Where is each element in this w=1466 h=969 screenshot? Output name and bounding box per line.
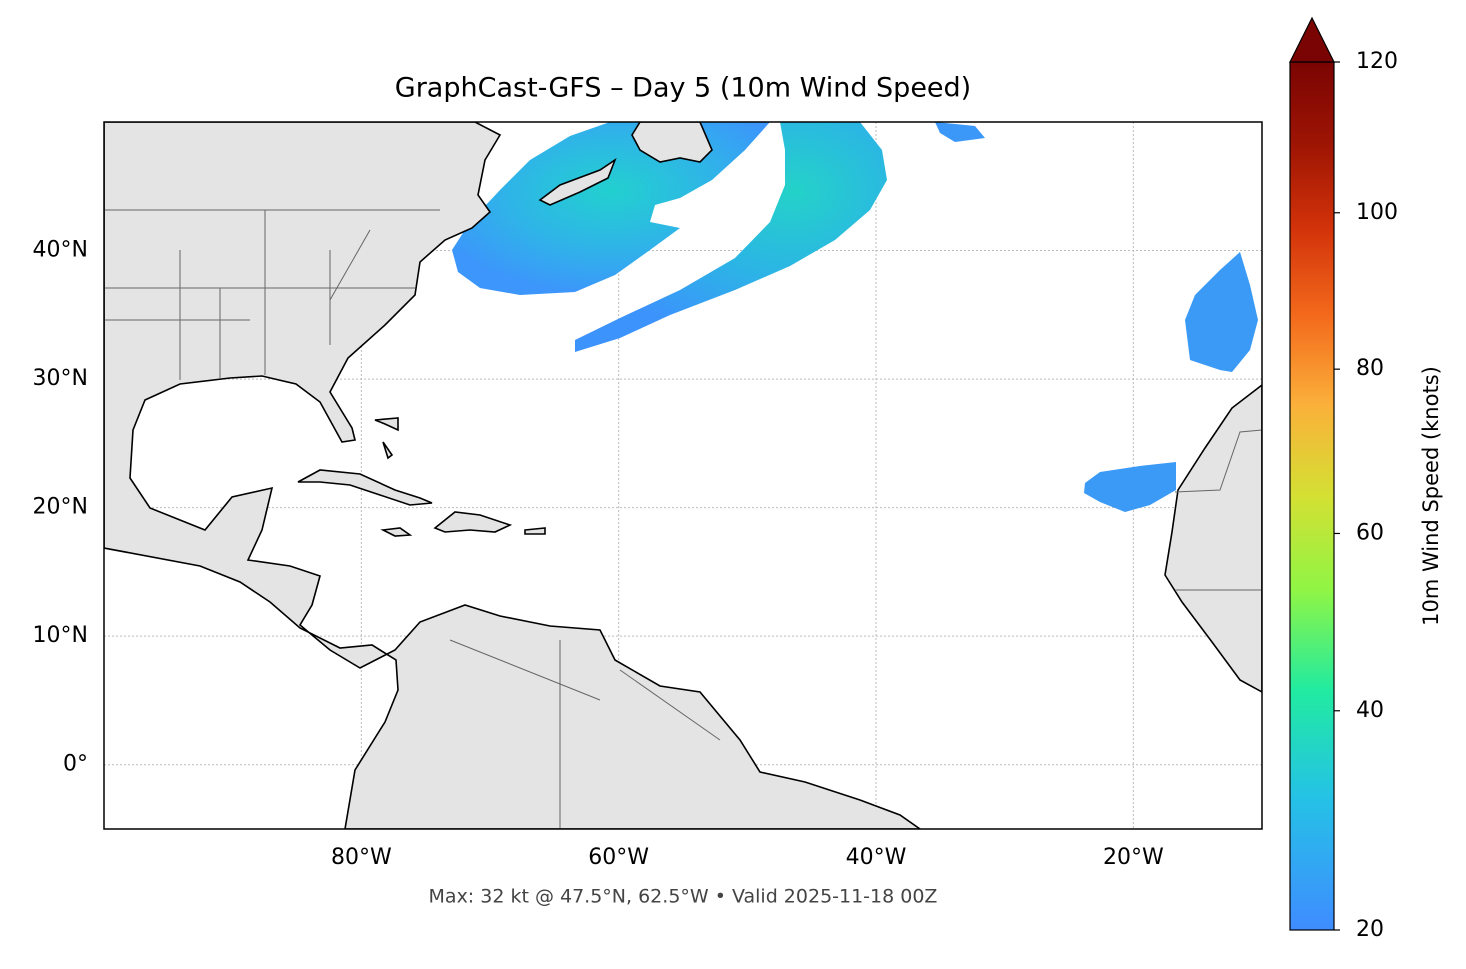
x-tick-label: 60°W — [588, 845, 649, 870]
colorbar-tick-label: 60 — [1356, 520, 1384, 545]
colorbar-tick-label: 100 — [1356, 200, 1398, 225]
x-tick-label: 40°W — [846, 845, 907, 870]
colorbar-gradient — [1290, 62, 1334, 930]
y-tick-label: 30°N — [33, 366, 88, 391]
map-frame — [103, 121, 1263, 830]
island — [374, 417, 399, 460]
land — [104, 122, 922, 829]
x-tick-label: 20°W — [1103, 845, 1164, 870]
map-area — [104, 122, 1262, 829]
wind-field — [1084, 462, 1176, 512]
y-tick-label: 40°N — [33, 238, 88, 263]
colorbar-tick-label: 40 — [1356, 698, 1384, 723]
wind-field — [452, 122, 770, 295]
colorbar-extend — [1289, 16, 1335, 63]
colorbar: 20 40 60 80 100 120 10m Wind Speed (knots) — [1289, 16, 1443, 942]
wind-field — [935, 122, 985, 142]
island — [524, 527, 546, 535]
colorbar-tick-label: 80 — [1356, 356, 1384, 381]
island — [380, 527, 413, 537]
colorbar-tick-label: 120 — [1356, 49, 1398, 74]
land — [538, 157, 617, 206]
y-tick-label: 0° — [63, 752, 88, 777]
wind-field — [575, 122, 887, 352]
colorbar-label: 10m Wind Speed (knots) — [1419, 366, 1443, 626]
colorbar-tick-label: 20 — [1356, 917, 1384, 942]
footnote: Max: 32 kt @ 47.5°N, 62.5°W • Valid 2025… — [429, 886, 938, 908]
y-tick-label: 20°N — [33, 495, 88, 520]
land — [1164, 383, 1262, 693]
land — [631, 122, 713, 163]
island — [433, 511, 513, 533]
x-tick-label: 80°W — [331, 845, 392, 870]
y-tick-label: 10°N — [33, 623, 88, 648]
chart-title: GraphCast-GFS – Day 5 (10m Wind Speed) — [395, 73, 971, 104]
wind-field — [1185, 252, 1258, 372]
island — [297, 469, 433, 506]
border — [104, 209, 1262, 829]
colorbar-frame — [1289, 61, 1335, 931]
